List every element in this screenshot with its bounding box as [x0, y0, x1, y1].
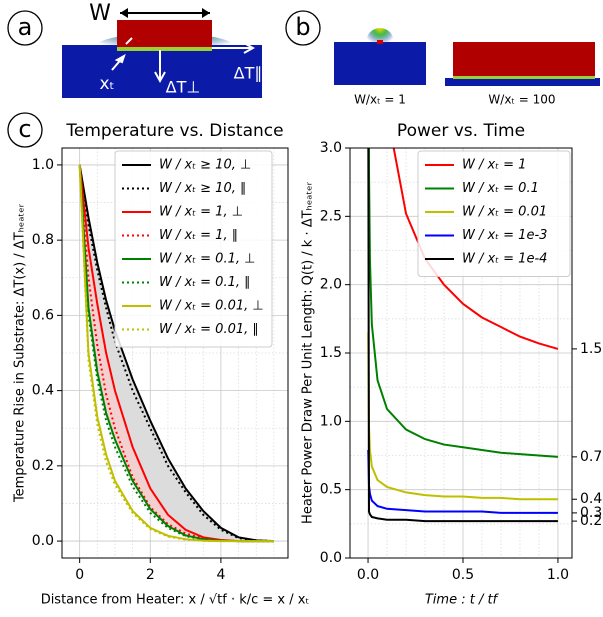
- y-tick-label: 0.6: [32, 307, 54, 323]
- legend-box: [417, 150, 571, 277]
- x-tick-label: 0.5: [452, 567, 474, 583]
- y-axis-label: Temperature Rise in Substrate: ΔT(x) / Δ…: [13, 203, 28, 503]
- panel-circle: [285, 10, 321, 46]
- shade: [79, 164, 274, 542]
- plot-area: [78, 164, 274, 543]
- series-line: [78, 164, 274, 543]
- panel-label: a: [18, 13, 33, 41]
- panel-label: c: [18, 115, 31, 143]
- legend-label: W / xₜ ≥ 10, ∥: [159, 181, 247, 196]
- series-line: [78, 164, 274, 543]
- y-tick-label: 0.8: [32, 232, 54, 248]
- legend-label: W / xₜ = 1, ∥: [159, 228, 238, 243]
- legend-label: W / xₜ = 0.01, ∥: [159, 322, 259, 337]
- panel-circle: [7, 10, 43, 46]
- series-line: [367, 148, 559, 458]
- y2-tick-label: 0.33: [580, 505, 603, 521]
- y-tick-label: 3.0: [320, 140, 342, 156]
- par-arrow: [212, 42, 256, 54]
- y-tick-label: 1.5: [320, 345, 342, 361]
- legend-label: W / xₜ = 0.1: [462, 181, 539, 196]
- y-tick-label: 0.4: [32, 383, 54, 399]
- y2-tick-label: 0.74: [580, 449, 603, 465]
- panel-label: b: [295, 13, 310, 41]
- legend-label: W / xₜ = 0.01: [462, 205, 547, 220]
- chart-title: Temperature vs. Distance: [65, 121, 283, 141]
- legend-label: W / xₜ = 1e-3: [462, 228, 547, 243]
- legend-label: W / xₜ = 1: [462, 158, 526, 173]
- caption: W/xₜ = 100: [488, 93, 555, 107]
- series-line: [78, 164, 274, 543]
- x-tick-label: 4: [216, 567, 225, 583]
- series-line: [78, 164, 274, 543]
- x-axis-label: Distance from Heater: x / √tf · k/c = x …: [41, 593, 310, 608]
- y-tick-label: 2.5: [320, 208, 342, 224]
- series-line: [367, 332, 558, 501]
- shade: [79, 164, 274, 542]
- y-tick-label: 0.0: [320, 550, 342, 566]
- legend-label: W / xₜ ≥ 10, ⊥: [159, 158, 251, 173]
- legend-box: [114, 150, 273, 348]
- xt-arrow: [111, 53, 126, 71]
- x-axis-label: Time : t / tf: [425, 593, 500, 608]
- y-tick-label: 0.2: [32, 458, 54, 474]
- series-line: [367, 450, 558, 514]
- y2-tick-label: 1.53: [580, 341, 603, 357]
- y2-tick-label: 0.43: [580, 491, 603, 507]
- x-tick-label: 1.0: [547, 567, 569, 583]
- y-axis-label: Heater Power Draw Per Unit Length: Q(t) …: [301, 181, 316, 524]
- y-tick-label: 1.0: [32, 157, 54, 173]
- y-tick-label: 0.0: [32, 533, 54, 549]
- panel-circle: [7, 112, 43, 148]
- heater: [453, 42, 595, 79]
- par-label: ΔT∥: [234, 64, 263, 83]
- xt-label: xₜ: [99, 74, 114, 94]
- x-tick-label: 0.0: [357, 567, 379, 583]
- legend-label: W / xₜ = 0.1, ⊥: [159, 252, 255, 267]
- heater: [377, 40, 383, 44]
- caption: W/xₜ = 1: [354, 93, 406, 107]
- chart-title: Power vs. Time: [397, 121, 525, 141]
- y-tick-label: 2.0: [320, 277, 342, 293]
- axes-frame: [349, 147, 573, 559]
- x-tick-label: 0: [75, 567, 84, 583]
- x-tick-label: 2: [146, 567, 155, 583]
- legend-label: W / xₜ = 0.1, ∥: [159, 275, 251, 290]
- perp-arrow: [154, 50, 166, 84]
- heater: [117, 20, 212, 50]
- legend-label: W / xₜ = 1, ⊥: [159, 205, 243, 220]
- series-line: [78, 164, 274, 543]
- y2-tick-label: 0.27: [580, 513, 603, 529]
- xt-arrow2: [125, 37, 133, 45]
- axes-frame: [61, 147, 289, 559]
- series-line: [78, 164, 274, 543]
- width-label: W: [89, 1, 111, 26]
- heater-edge: [453, 76, 595, 79]
- substrate: [445, 78, 600, 86]
- series-line: [367, 148, 558, 523]
- y-tick-label: 1.0: [320, 413, 342, 429]
- legend-label: W / xₜ = 0.01, ⊥: [159, 299, 264, 314]
- perp-label: ΔT⊥: [166, 78, 201, 97]
- heater-edge: [117, 47, 212, 51]
- legend-label: W / xₜ = 1e-4: [462, 252, 547, 267]
- y-tick-label: 0.5: [320, 482, 342, 498]
